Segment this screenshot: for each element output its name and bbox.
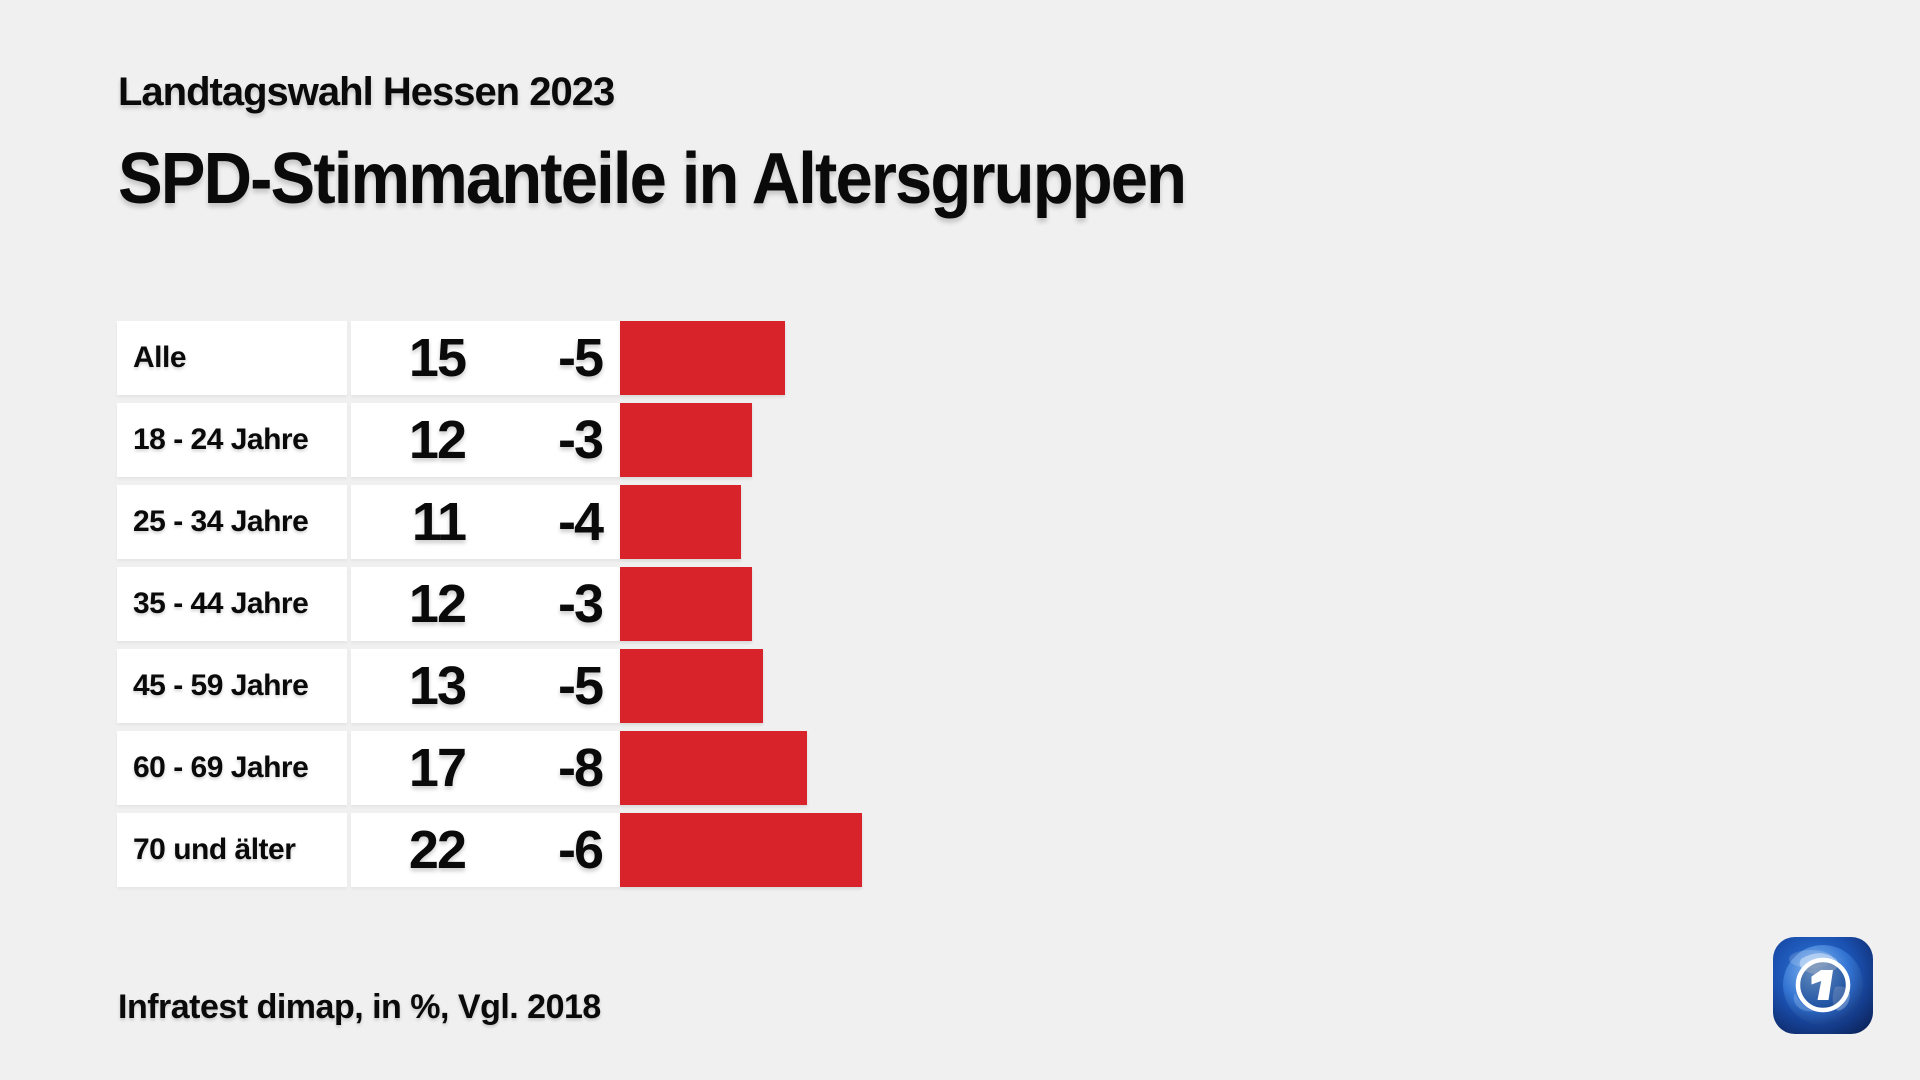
- ard-logo: [1773, 937, 1873, 1034]
- value-percent: 22: [408, 820, 467, 880]
- bar: [620, 321, 785, 395]
- row-values: 17 -8: [351, 731, 620, 805]
- table-row: 70 und älter 22 -6: [117, 813, 862, 887]
- value-percent: 13: [408, 656, 467, 716]
- row-values: 15 -5: [351, 321, 620, 395]
- table-row: 18 - 24 Jahre 12 -3: [117, 403, 862, 477]
- value-diff: -3: [557, 410, 604, 470]
- value-percent: 12: [408, 574, 467, 634]
- value-diff: -3: [557, 574, 604, 634]
- bar: [620, 813, 862, 887]
- table-row: 25 - 34 Jahre 11 -4: [117, 485, 862, 559]
- row-label: 35 - 44 Jahre: [117, 567, 347, 641]
- row-values: 22 -6: [351, 813, 620, 887]
- row-values: 12 -3: [351, 403, 620, 477]
- value-percent: 11: [411, 492, 467, 552]
- bar: [620, 567, 752, 641]
- bar: [620, 731, 807, 805]
- table-row: Alle 15 -5: [117, 321, 862, 395]
- table-row: 35 - 44 Jahre 12 -3: [117, 567, 862, 641]
- value-diff: -8: [557, 738, 604, 798]
- value-diff: -4: [557, 492, 604, 552]
- row-label: 45 - 59 Jahre: [117, 649, 347, 723]
- row-label: 70 und älter: [117, 813, 347, 887]
- bar: [620, 485, 741, 559]
- row-label: 60 - 69 Jahre: [117, 731, 347, 805]
- row-values: 12 -3: [351, 567, 620, 641]
- source-note: Infratest dimap, in %, Vgl. 2018: [118, 988, 601, 1026]
- value-diff: -5: [557, 328, 604, 388]
- chart-title: SPD-Stimmanteile in Altersgruppen: [118, 139, 1187, 219]
- value-percent: 17: [408, 738, 467, 798]
- bar-chart: Alle 15 -5 18 - 24 Jahre 12 -3 25 - 34 J…: [117, 321, 862, 895]
- bar: [620, 649, 763, 723]
- row-label: 18 - 24 Jahre: [117, 403, 347, 477]
- value-diff: -6: [557, 820, 604, 880]
- table-row: 60 - 69 Jahre 17 -8: [117, 731, 862, 805]
- row-label: 25 - 34 Jahre: [117, 485, 347, 559]
- value-percent: 15: [408, 328, 467, 388]
- bar: [620, 403, 752, 477]
- value-percent: 12: [408, 410, 467, 470]
- ard-globe-icon: [1773, 937, 1873, 1034]
- row-values: 13 -5: [351, 649, 620, 723]
- row-label: Alle: [117, 321, 347, 395]
- chart-kicker: Landtagswahl Hessen 2023: [118, 70, 615, 114]
- table-row: 45 - 59 Jahre 13 -5: [117, 649, 862, 723]
- value-diff: -5: [557, 656, 604, 716]
- row-values: 11 -4: [351, 485, 620, 559]
